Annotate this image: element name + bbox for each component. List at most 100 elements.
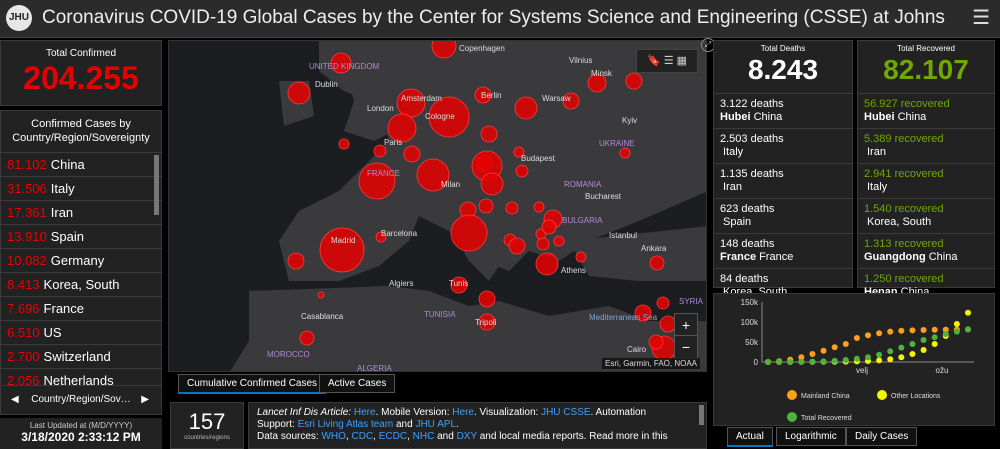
- deaths-list-item[interactable]: 3.122 deaths Hubei China: [714, 94, 852, 129]
- zoom-in-button[interactable]: +: [674, 313, 698, 337]
- country-list-item[interactable]: 13.910 Spain: [1, 225, 161, 249]
- who-link[interactable]: WHO: [321, 431, 346, 442]
- deaths-list-item[interactable]: 2.503 deaths Italy: [714, 129, 852, 164]
- map-canvas[interactable]: Copenhagen Vilnius Minsk UNITED KINGDOM Dubl…: [169, 41, 707, 372]
- bookmark-icon[interactable]: 🔖: [646, 55, 661, 67]
- chart-legend-item[interactable]: Total Recovered: [787, 412, 852, 422]
- case-bubble[interactable]: [562, 92, 580, 110]
- recovered-list-item[interactable]: 2.941 recovered Italy: [858, 164, 994, 199]
- country-list-item[interactable]: 31.506 Italy: [1, 177, 161, 201]
- dxy-link[interactable]: DXY: [456, 431, 477, 442]
- case-bubble[interactable]: [480, 172, 504, 196]
- deaths-list[interactable]: 3.122 deaths Hubei China 2.503 deaths Italy 1…: [714, 93, 852, 304]
- case-bubbles[interactable]: [287, 41, 677, 361]
- case-bubble[interactable]: [450, 214, 488, 252]
- case-bubble[interactable]: [450, 276, 468, 294]
- case-bubble[interactable]: [319, 227, 365, 273]
- country-name: US: [43, 325, 62, 340]
- case-bubble[interactable]: [553, 235, 565, 247]
- tab-logarithmic[interactable]: Logarithmic: [776, 427, 846, 446]
- case-bubble[interactable]: [416, 158, 450, 192]
- deaths-list-item[interactable]: 623 deaths Spain: [714, 199, 852, 234]
- map-label: ROMANIA: [564, 180, 602, 189]
- case-bubble[interactable]: [338, 138, 350, 150]
- legend-icon[interactable]: ☰: [663, 55, 674, 67]
- jhu-csse-link[interactable]: JHU CSSE: [541, 407, 591, 418]
- case-bubble[interactable]: [505, 201, 519, 215]
- case-bubble[interactable]: [373, 144, 387, 158]
- country-list-item[interactable]: 10.082 Germany: [1, 249, 161, 273]
- case-bubble[interactable]: [625, 72, 643, 90]
- tab-active-cases[interactable]: Active Cases: [319, 374, 396, 393]
- chart-legend-item[interactable]: Other Locations: [877, 390, 941, 400]
- country-list-item[interactable]: 6.510 US: [1, 321, 161, 345]
- case-bubble[interactable]: [375, 231, 387, 243]
- case-bubble[interactable]: [358, 162, 396, 200]
- country-list-item[interactable]: 2.056 Netherlands: [1, 369, 161, 385]
- basemap-icon[interactable]: ▦: [676, 55, 688, 67]
- deaths-list-item[interactable]: 148 deaths France France: [714, 234, 852, 269]
- tab-cumulative-confirmed[interactable]: Cumulative Confirmed Cases: [178, 374, 327, 394]
- case-bubble[interactable]: [478, 313, 496, 331]
- case-bubble[interactable]: [387, 113, 417, 143]
- case-bubble[interactable]: [431, 41, 457, 59]
- nhc-link[interactable]: NHC: [412, 431, 435, 442]
- country-list-scrollbar[interactable]: [154, 155, 159, 215]
- case-bubble[interactable]: [287, 81, 311, 105]
- case-bubble[interactable]: [656, 296, 670, 310]
- case-bubble[interactable]: [514, 96, 538, 120]
- country-list-item[interactable]: 8.413 Korea, South: [1, 273, 161, 297]
- chart-point-total-recovered: [865, 354, 871, 361]
- mobile-link[interactable]: Here: [452, 407, 474, 418]
- case-bubble[interactable]: [317, 291, 325, 299]
- case-bubble[interactable]: [508, 237, 526, 255]
- article-link[interactable]: Here: [353, 407, 376, 418]
- recovered-list[interactable]: 56.927 recovered Hubei China 5.389 recovere…: [858, 93, 994, 304]
- recovered-list-item[interactable]: 1.540 recovered Korea, South: [858, 199, 994, 234]
- country-list-item[interactable]: 81.102 China: [1, 153, 161, 177]
- case-bubble[interactable]: [287, 252, 305, 270]
- case-bubble[interactable]: [533, 201, 545, 213]
- case-bubble[interactable]: [428, 96, 470, 138]
- case-bubble[interactable]: [634, 304, 652, 322]
- country-list-item[interactable]: 7.696 France: [1, 297, 161, 321]
- hamburger-menu-icon[interactable]: ☰: [972, 7, 990, 29]
- chart-legend-item[interactable]: Mainland China: [787, 390, 850, 400]
- case-bubble[interactable]: [515, 164, 529, 178]
- jhu-apl-link[interactable]: JHU APL: [415, 419, 457, 430]
- country-list-item[interactable]: 2.700 Switzerland: [1, 345, 161, 369]
- case-bubble[interactable]: [619, 147, 631, 159]
- esri-link[interactable]: Esri Living Atlas team: [297, 419, 394, 430]
- prev-arrow-icon[interactable]: ◀: [11, 394, 19, 405]
- cdc-link[interactable]: CDC: [351, 431, 374, 442]
- case-bubble[interactable]: [536, 237, 550, 251]
- map-view[interactable]: Copenhagen Vilnius Minsk UNITED KINGDOM Dubl…: [168, 40, 707, 372]
- info-scrollbar[interactable]: [699, 405, 704, 425]
- case-bubble[interactable]: [478, 198, 494, 214]
- case-bubble[interactable]: [648, 334, 664, 350]
- next-arrow-icon[interactable]: ▶: [141, 394, 149, 405]
- case-bubble[interactable]: [330, 52, 352, 74]
- case-bubble[interactable]: [535, 252, 559, 276]
- total-confirmed-label: Total Confirmed: [45, 48, 117, 59]
- zoom-out-button[interactable]: −: [674, 335, 698, 359]
- country-list-item[interactable]: 17.361 Iran: [1, 201, 161, 225]
- tab-daily-cases[interactable]: Daily Cases: [846, 427, 918, 446]
- case-bubble[interactable]: [478, 290, 496, 308]
- case-bubble[interactable]: [649, 255, 665, 271]
- case-bubble[interactable]: [403, 145, 421, 163]
- ecdc-link[interactable]: ECDC: [378, 431, 408, 442]
- case-bubble[interactable]: [474, 86, 492, 104]
- recovered-list-item[interactable]: 5.389 recovered Iran: [858, 129, 994, 164]
- deaths-list-item[interactable]: 1.135 deaths Iran: [714, 164, 852, 199]
- case-bubble[interactable]: [541, 219, 557, 235]
- case-bubble[interactable]: [513, 146, 525, 158]
- country-list[interactable]: 81.102 China 31.506 Italy 17.361 Iran 13.910 Sp…: [1, 153, 161, 385]
- case-bubble[interactable]: [575, 251, 587, 263]
- recovered-list-item[interactable]: 56.927 recovered Hubei China: [858, 94, 994, 129]
- case-bubble[interactable]: [480, 125, 498, 143]
- case-bubble[interactable]: [299, 330, 315, 346]
- tab-actual[interactable]: Actual: [727, 427, 773, 447]
- recovered-list-item[interactable]: 1.313 recovered Guangdong China: [858, 234, 994, 269]
- case-bubble[interactable]: [587, 73, 607, 93]
